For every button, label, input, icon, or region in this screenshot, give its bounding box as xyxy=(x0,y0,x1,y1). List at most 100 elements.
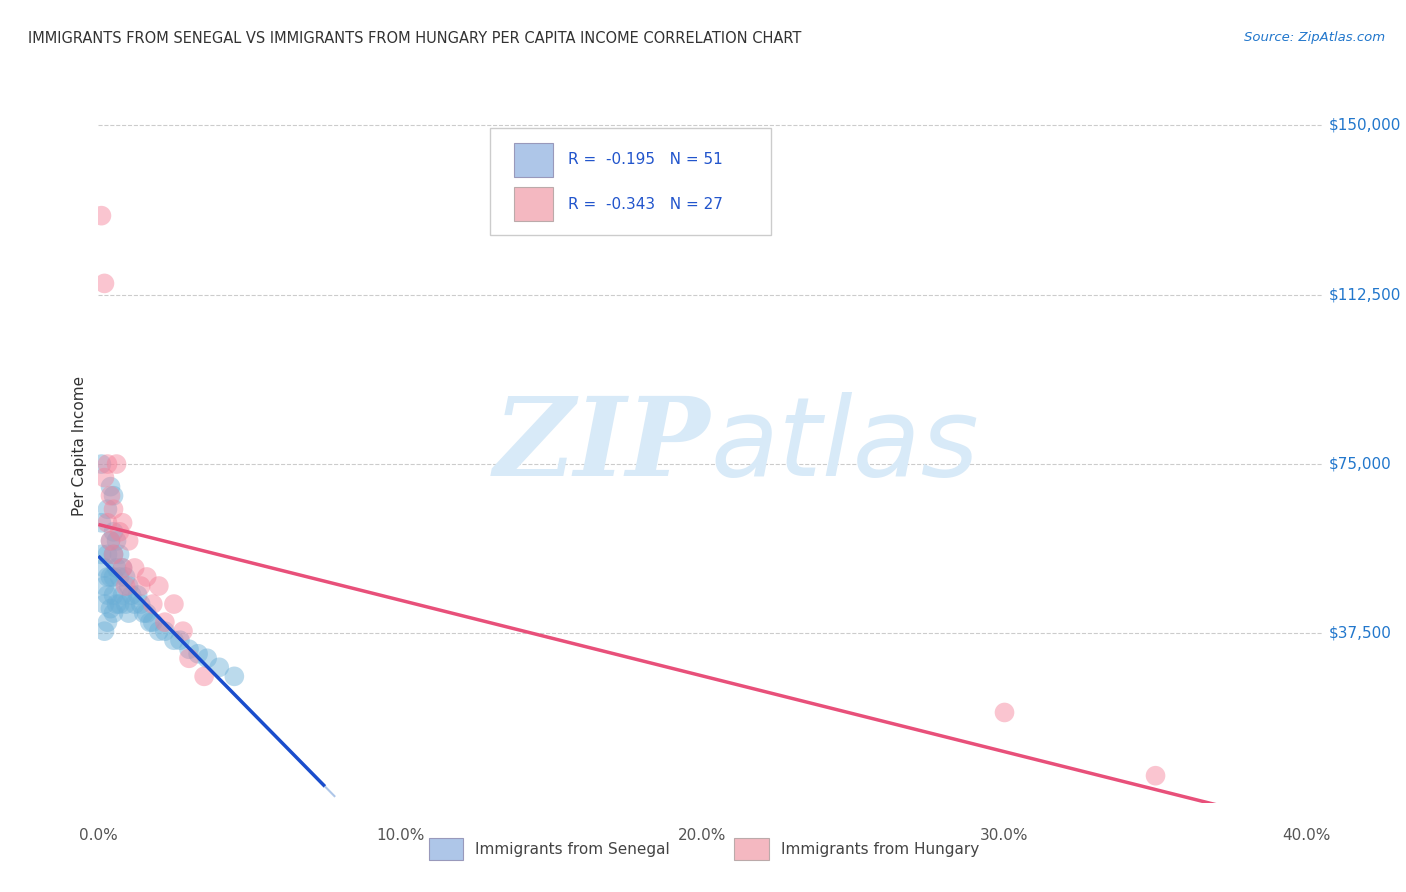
Point xyxy=(224,669,246,683)
Point xyxy=(96,548,118,562)
Point xyxy=(142,615,165,629)
Point xyxy=(105,597,128,611)
Point xyxy=(193,669,215,683)
Point xyxy=(172,624,194,639)
Point xyxy=(129,579,152,593)
Point xyxy=(96,516,118,530)
Point xyxy=(208,660,231,674)
Text: $75,000: $75,000 xyxy=(1329,457,1392,472)
Point xyxy=(103,570,125,584)
Point xyxy=(108,570,131,584)
Point xyxy=(103,524,125,539)
Point xyxy=(100,533,122,548)
Point xyxy=(96,502,118,516)
Point xyxy=(100,601,122,615)
Point xyxy=(103,489,125,503)
Point xyxy=(111,561,134,575)
Point xyxy=(1144,769,1167,783)
Point xyxy=(108,548,131,562)
Point xyxy=(148,579,170,593)
Point xyxy=(96,615,118,629)
Point xyxy=(195,651,218,665)
Point xyxy=(105,561,128,575)
Point xyxy=(90,516,112,530)
Point xyxy=(103,548,125,562)
Point xyxy=(105,533,128,548)
Point xyxy=(93,579,115,593)
Point xyxy=(100,480,122,494)
Text: 20.0%: 20.0% xyxy=(678,828,727,843)
Point xyxy=(93,624,115,639)
Text: Source: ZipAtlas.com: Source: ZipAtlas.com xyxy=(1244,31,1385,45)
Point xyxy=(96,570,118,584)
Point xyxy=(105,457,128,471)
Point xyxy=(90,548,112,562)
Point xyxy=(177,651,200,665)
Point xyxy=(117,606,139,620)
Point xyxy=(93,277,115,291)
Point xyxy=(135,570,157,584)
Text: Immigrants from Hungary: Immigrants from Hungary xyxy=(780,842,979,856)
Point xyxy=(129,597,152,611)
Bar xyxy=(734,838,769,860)
Point xyxy=(108,597,131,611)
Point xyxy=(187,647,209,661)
Text: 30.0%: 30.0% xyxy=(980,828,1029,843)
Bar xyxy=(429,838,463,860)
Point xyxy=(993,706,1015,720)
Point xyxy=(96,457,118,471)
Point xyxy=(117,579,139,593)
Text: R =  -0.343   N = 27: R = -0.343 N = 27 xyxy=(568,196,723,211)
Point xyxy=(100,489,122,503)
Point xyxy=(100,570,122,584)
Point xyxy=(153,624,176,639)
Text: 40.0%: 40.0% xyxy=(1282,828,1330,843)
Point xyxy=(103,606,125,620)
Point xyxy=(169,633,191,648)
Bar xyxy=(515,187,554,221)
Point xyxy=(121,588,143,602)
Point xyxy=(108,524,131,539)
Text: atlas: atlas xyxy=(710,392,979,500)
Point xyxy=(127,588,149,602)
Point xyxy=(93,597,115,611)
Point xyxy=(142,597,165,611)
Text: ZIP: ZIP xyxy=(494,392,710,500)
Point xyxy=(111,561,134,575)
Point xyxy=(111,516,134,530)
Y-axis label: Per Capita Income: Per Capita Income xyxy=(72,376,87,516)
Point xyxy=(93,470,115,484)
Text: R =  -0.195   N = 51: R = -0.195 N = 51 xyxy=(568,153,723,168)
Point xyxy=(153,615,176,629)
Point xyxy=(135,606,157,620)
Text: Immigrants from Senegal: Immigrants from Senegal xyxy=(475,842,669,856)
Point xyxy=(163,633,186,648)
Text: 10.0%: 10.0% xyxy=(377,828,425,843)
Text: $112,500: $112,500 xyxy=(1329,287,1400,302)
Point xyxy=(163,597,186,611)
Point xyxy=(90,457,112,471)
Text: $150,000: $150,000 xyxy=(1329,118,1400,133)
Point xyxy=(177,642,200,657)
Point xyxy=(124,597,146,611)
Point xyxy=(139,615,162,629)
Point xyxy=(103,588,125,602)
Point xyxy=(100,533,122,548)
Text: $37,500: $37,500 xyxy=(1329,626,1392,641)
Point xyxy=(96,588,118,602)
Point xyxy=(148,624,170,639)
Point xyxy=(124,561,146,575)
Point xyxy=(90,209,112,223)
Bar xyxy=(515,143,554,177)
Text: IMMIGRANTS FROM SENEGAL VS IMMIGRANTS FROM HUNGARY PER CAPITA INCOME CORRELATION: IMMIGRANTS FROM SENEGAL VS IMMIGRANTS FR… xyxy=(28,31,801,46)
Point xyxy=(103,502,125,516)
Point xyxy=(103,548,125,562)
Point xyxy=(114,579,136,593)
Point xyxy=(117,533,139,548)
Point xyxy=(132,606,155,620)
Text: 0.0%: 0.0% xyxy=(79,828,118,843)
Point xyxy=(114,570,136,584)
Point xyxy=(114,597,136,611)
FancyBboxPatch shape xyxy=(489,128,772,235)
Point xyxy=(93,561,115,575)
